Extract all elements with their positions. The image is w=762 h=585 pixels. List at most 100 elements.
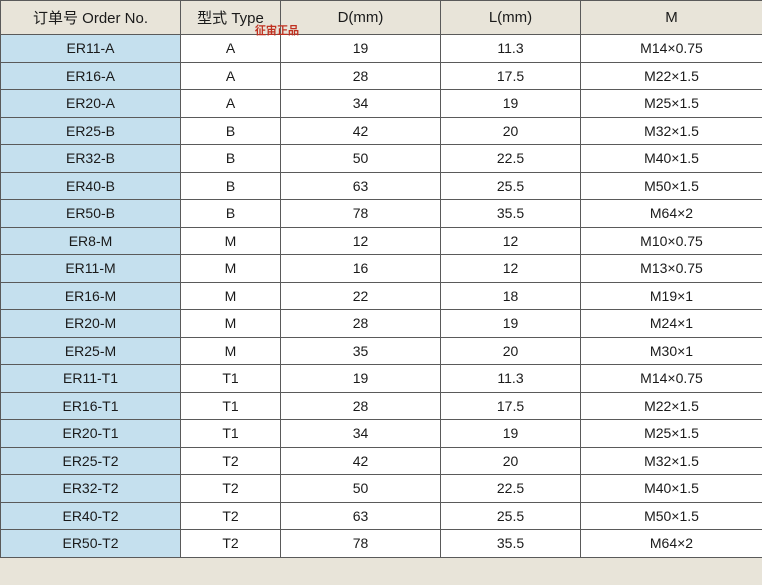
cell-type: T2: [181, 502, 281, 530]
cell-type: B: [181, 145, 281, 173]
cell-order: ER11-M: [1, 255, 181, 283]
cell-order: ER50-B: [1, 200, 181, 228]
table-row: ER20-MM2819M24×1: [1, 310, 762, 338]
table-row: ER40-T2T26325.5M50×1.5: [1, 502, 762, 530]
cell-order: ER25-M: [1, 337, 181, 365]
cell-order: ER50-T2: [1, 530, 181, 558]
cell-order: ER16-M: [1, 282, 181, 310]
cell-m: M32×1.5: [581, 117, 762, 145]
cell-m: M25×1.5: [581, 90, 762, 118]
cell-m: M30×1: [581, 337, 762, 365]
cell-type: A: [181, 62, 281, 90]
table-row: ER25-T2T24220M32×1.5: [1, 447, 762, 475]
header-type: 型式 Type: [181, 1, 281, 35]
cell-l: 17.5: [441, 392, 581, 420]
table-row: ER32-BB5022.5M40×1.5: [1, 145, 762, 173]
table-row: ER40-BB6325.5M50×1.5: [1, 172, 762, 200]
table-row: ER32-T2T25022.5M40×1.5: [1, 475, 762, 503]
cell-m: M64×2: [581, 200, 762, 228]
table-row: ER8-MM1212M10×0.75: [1, 227, 762, 255]
cell-d: 16: [281, 255, 441, 283]
table-row: ER11-MM1612M13×0.75: [1, 255, 762, 283]
cell-order: ER16-A: [1, 62, 181, 90]
cell-type: T2: [181, 475, 281, 503]
cell-l: 20: [441, 337, 581, 365]
cell-l: 25.5: [441, 172, 581, 200]
cell-l: 19: [441, 90, 581, 118]
table-body: ER11-AA1911.3M14×0.75ER16-AA2817.5M22×1.…: [1, 35, 762, 558]
table-row: ER50-T2T27835.5M64×2: [1, 530, 762, 558]
cell-type: M: [181, 282, 281, 310]
cell-m: M19×1: [581, 282, 762, 310]
cell-order: ER32-B: [1, 145, 181, 173]
cell-d: 28: [281, 62, 441, 90]
cell-l: 19: [441, 310, 581, 338]
table-row: ER16-MM2218M19×1: [1, 282, 762, 310]
cell-type: T1: [181, 392, 281, 420]
cell-d: 34: [281, 90, 441, 118]
cell-order: ER40-B: [1, 172, 181, 200]
cell-m: M32×1.5: [581, 447, 762, 475]
cell-d: 78: [281, 200, 441, 228]
header-m: M: [581, 1, 762, 35]
cell-l: 11.3: [441, 365, 581, 393]
cell-d: 50: [281, 475, 441, 503]
cell-l: 35.5: [441, 200, 581, 228]
cell-d: 42: [281, 447, 441, 475]
cell-l: 12: [441, 227, 581, 255]
table-row: ER25-MM3520M30×1: [1, 337, 762, 365]
cell-d: 28: [281, 392, 441, 420]
cell-m: M64×2: [581, 530, 762, 558]
cell-m: M10×0.75: [581, 227, 762, 255]
table-row: ER25-BB4220M32×1.5: [1, 117, 762, 145]
cell-d: 63: [281, 172, 441, 200]
cell-order: ER11-T1: [1, 365, 181, 393]
cell-type: M: [181, 227, 281, 255]
cell-type: A: [181, 90, 281, 118]
cell-m: M24×1: [581, 310, 762, 338]
cell-d: 19: [281, 35, 441, 63]
cell-m: M13×0.75: [581, 255, 762, 283]
cell-l: 20: [441, 117, 581, 145]
cell-m: M14×0.75: [581, 365, 762, 393]
cell-order: ER40-T2: [1, 502, 181, 530]
cell-type: T1: [181, 420, 281, 448]
cell-l: 11.3: [441, 35, 581, 63]
cell-l: 18: [441, 282, 581, 310]
cell-m: M40×1.5: [581, 475, 762, 503]
cell-d: 28: [281, 310, 441, 338]
table-row: ER20-T1T13419M25×1.5: [1, 420, 762, 448]
cell-order: ER25-T2: [1, 447, 181, 475]
table-row: ER11-AA1911.3M14×0.75: [1, 35, 762, 63]
cell-order: ER20-T1: [1, 420, 181, 448]
cell-d: 19: [281, 365, 441, 393]
cell-l: 19: [441, 420, 581, 448]
table-row: ER20-AA3419M25×1.5: [1, 90, 762, 118]
cell-d: 50: [281, 145, 441, 173]
cell-type: T2: [181, 447, 281, 475]
cell-order: ER20-M: [1, 310, 181, 338]
cell-m: M22×1.5: [581, 62, 762, 90]
cell-l: 20: [441, 447, 581, 475]
cell-l: 25.5: [441, 502, 581, 530]
cell-m: M50×1.5: [581, 172, 762, 200]
cell-l: 17.5: [441, 62, 581, 90]
cell-type: M: [181, 337, 281, 365]
cell-l: 22.5: [441, 475, 581, 503]
cell-type: M: [181, 255, 281, 283]
header-row: 订单号 Order No. 型式 Type D(mm) L(mm) M: [1, 1, 762, 35]
cell-order: ER8-M: [1, 227, 181, 255]
cell-m: M40×1.5: [581, 145, 762, 173]
cell-m: M50×1.5: [581, 502, 762, 530]
cell-order: ER11-A: [1, 35, 181, 63]
cell-order: ER16-T1: [1, 392, 181, 420]
cell-type: M: [181, 310, 281, 338]
cell-type: B: [181, 200, 281, 228]
cell-type: T2: [181, 530, 281, 558]
cell-m: M25×1.5: [581, 420, 762, 448]
spec-table: 订单号 Order No. 型式 Type D(mm) L(mm) M ER11…: [0, 0, 762, 558]
cell-order: ER32-T2: [1, 475, 181, 503]
header-order: 订单号 Order No.: [1, 1, 181, 35]
table-row: ER16-AA2817.5M22×1.5: [1, 62, 762, 90]
cell-d: 42: [281, 117, 441, 145]
